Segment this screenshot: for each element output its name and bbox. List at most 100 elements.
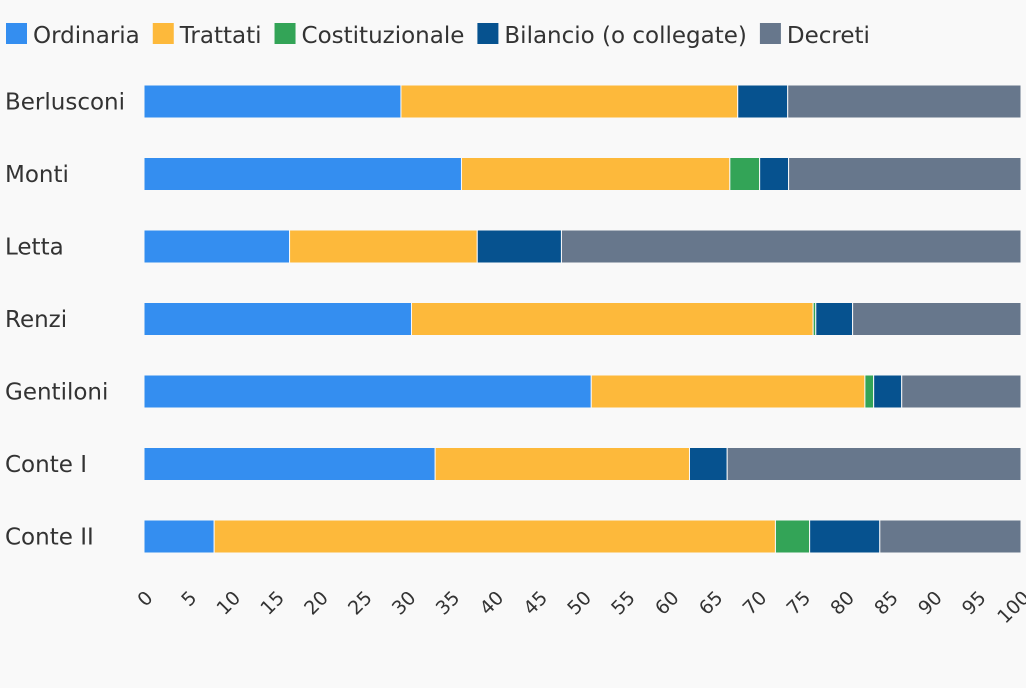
bar-segment-conte-i-decreti — [726, 447, 1022, 481]
bar-segment-monti-trattati — [460, 157, 731, 191]
bar-segment-monti-decreti — [788, 157, 1022, 191]
legend-label: Costituzionale — [302, 23, 465, 49]
xtick-label: 100 — [993, 587, 1026, 628]
xtick-label: 55 — [607, 587, 640, 620]
legend-swatch — [477, 23, 499, 44]
legend-item-bilancio-o-collegate[interactable]: Bilancio (o collegate) — [477, 23, 747, 49]
xtick-40: 40 — [476, 587, 509, 620]
xtick-25: 25 — [344, 587, 377, 620]
legend-swatch — [6, 23, 27, 44]
bar-segment-gentiloni-costituzionale — [864, 374, 875, 409]
xtick-10: 10 — [212, 587, 245, 620]
xtick-label: 45 — [519, 587, 552, 620]
bar-segment-berlusconi-bilancio-o-collegate — [737, 84, 789, 119]
xtick-label: 65 — [695, 587, 728, 620]
category-label-letta: Letta — [5, 235, 64, 261]
bar-segment-berlusconi-decreti — [787, 84, 1022, 119]
xtick-5: 5 — [177, 587, 201, 611]
bar-segment-conte-ii-bilancio-o-collegate — [809, 519, 881, 554]
xtick-label: 25 — [344, 587, 377, 620]
xtick-label: 0 — [133, 587, 157, 611]
xtick-label: 75 — [783, 587, 816, 620]
bar-segment-letta-trattati — [289, 229, 478, 264]
bar-segment-monti-ordinaria — [143, 157, 462, 191]
xtick-label: 80 — [826, 587, 859, 620]
category-axis: Berlusconi Monti Letta Renzi Gentiloni Conte … — [5, 90, 125, 551]
xtick-label: 40 — [476, 587, 509, 620]
bar-segment-gentiloni-bilancio-o-collegate — [873, 374, 903, 409]
xtick-70: 70 — [739, 587, 772, 620]
legend-item-ordinaria[interactable]: Ordinaria — [6, 23, 140, 49]
xtick-label: 70 — [739, 587, 772, 620]
xtick-100: 100 — [993, 587, 1026, 628]
xtick-75: 75 — [783, 587, 816, 620]
bar-segment-berlusconi-trattati — [400, 84, 739, 119]
bar-segment-conte-i-trattati — [434, 447, 690, 481]
bar-segment-conte-ii-trattati — [213, 519, 776, 554]
xtick-30: 30 — [388, 587, 421, 620]
legend-swatch — [274, 23, 296, 44]
bar-segment-letta-bilancio-o-collegate — [476, 229, 562, 264]
xtick-95: 95 — [958, 587, 991, 620]
legend-swatch — [152, 23, 174, 44]
xtick-label: 20 — [300, 587, 333, 620]
xtick-80: 80 — [826, 587, 859, 620]
category-label-monti: Monti — [5, 162, 69, 188]
bar-segment-renzi-bilancio-o-collegate — [815, 302, 854, 336]
xtick-label: 95 — [958, 587, 991, 620]
category-label-berlusconi: Berlusconi — [5, 90, 125, 116]
bar-segment-conte-ii-costituzionale — [774, 519, 811, 554]
xtick-label: 85 — [870, 587, 903, 620]
xtick-85: 85 — [870, 587, 903, 620]
bar-segment-conte-i-ordinaria — [143, 447, 436, 481]
category-label-gentiloni: Gentiloni — [5, 380, 108, 406]
legend-label: Trattati — [179, 23, 262, 49]
xtick-45: 45 — [519, 587, 552, 620]
category-label-renzi: Renzi — [5, 307, 67, 333]
value-axis: 0 5 10 15 20 25 30 35 40 45 50 55 60 65 70 75 80 85 90 95 10… — [133, 587, 1026, 628]
legend-item-costituzionale[interactable]: Costituzionale — [274, 23, 465, 49]
xtick-20: 20 — [300, 587, 333, 620]
bar-segment-renzi-trattati — [410, 302, 814, 336]
bar-segment-gentiloni-decreti — [901, 374, 1022, 409]
bar-segment-renzi-decreti — [852, 302, 1022, 336]
bar-segment-gentiloni-trattati — [590, 374, 866, 409]
legend: Ordinaria Trattati Costituzionale Bilancio … — [6, 23, 870, 49]
legend-item-trattati[interactable]: Trattati — [152, 23, 262, 49]
bar-segment-berlusconi-ordinaria — [143, 84, 402, 119]
xtick-35: 35 — [432, 587, 465, 620]
bar-segment-gentiloni-ordinaria — [143, 374, 592, 409]
bar-segment-monti-bilancio-o-collegate — [759, 157, 790, 191]
xtick-label: 35 — [432, 587, 465, 620]
xtick-label: 30 — [388, 587, 421, 620]
xtick-label: 60 — [651, 587, 684, 620]
legend-label: Ordinaria — [33, 23, 140, 49]
xtick-0: 0 — [133, 587, 157, 611]
xtick-90: 90 — [914, 587, 947, 620]
xtick-65: 65 — [695, 587, 728, 620]
xtick-55: 55 — [607, 587, 640, 620]
bar-segment-letta-decreti — [560, 229, 1022, 264]
xtick-label: 50 — [563, 587, 596, 620]
legend-label: Bilancio (o collegate) — [504, 23, 747, 49]
xtick-label: 90 — [914, 587, 947, 620]
xtick-label: 10 — [212, 587, 245, 620]
bar-area — [143, 84, 1022, 554]
bar-segment-renzi-ordinaria — [143, 302, 412, 336]
xtick-label: 15 — [256, 587, 289, 620]
xtick-15: 15 — [256, 587, 289, 620]
bar-segment-conte-ii-ordinaria — [143, 519, 215, 554]
bar-segment-monti-costituzionale — [729, 157, 761, 191]
xtick-label: 5 — [177, 587, 201, 611]
bar-segment-conte-ii-decreti — [879, 519, 1022, 554]
legend-label: Decreti — [787, 23, 870, 49]
xtick-60: 60 — [651, 587, 684, 620]
category-label-conte-ii: Conte II — [5, 525, 94, 551]
legend-swatch — [759, 23, 781, 44]
xtick-50: 50 — [563, 587, 596, 620]
bar-segment-letta-ordinaria — [143, 229, 291, 264]
category-label-conte-i: Conte I — [5, 452, 87, 478]
legend-item-decreti[interactable]: Decreti — [759, 23, 870, 49]
